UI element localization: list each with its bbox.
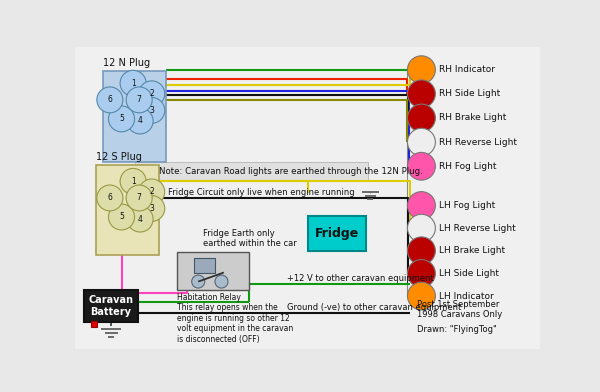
Ellipse shape [407,80,436,108]
Text: 2: 2 [149,187,154,196]
Text: 6: 6 [107,95,112,104]
Text: LH Brake Light: LH Brake Light [439,246,505,255]
Ellipse shape [127,108,153,134]
Text: 12 S Plug: 12 S Plug [96,152,142,162]
Text: Fridge Circuit only live when engine running: Fridge Circuit only live when engine run… [168,188,355,197]
Ellipse shape [407,260,436,287]
Text: 6: 6 [107,194,112,202]
Ellipse shape [126,185,152,211]
FancyBboxPatch shape [136,162,368,181]
Ellipse shape [407,56,436,83]
Text: Drawn: "FlyingTog": Drawn: "FlyingTog" [417,325,497,334]
Text: 7: 7 [137,95,142,104]
Text: Ground (-ve) to other caravan equipment: Ground (-ve) to other caravan equipment [287,303,461,312]
Text: Fridge Earth only
earthed within the car: Fridge Earth only earthed within the car [203,229,296,249]
Ellipse shape [120,169,146,194]
Ellipse shape [127,206,153,232]
FancyBboxPatch shape [194,258,215,274]
Text: RH Reverse Light: RH Reverse Light [439,138,517,147]
Ellipse shape [139,179,165,205]
Text: 2: 2 [149,89,154,98]
Text: RH Fog Light: RH Fog Light [439,162,497,171]
Ellipse shape [407,192,436,220]
Text: 5: 5 [119,114,124,123]
Text: LH Indicator: LH Indicator [439,292,494,301]
Text: RH Indicator: RH Indicator [439,65,495,74]
Text: 5: 5 [119,212,124,221]
Ellipse shape [139,81,165,107]
FancyBboxPatch shape [75,47,540,349]
Text: 7: 7 [137,194,142,202]
Text: LH Side Light: LH Side Light [439,269,499,278]
Text: 1: 1 [131,79,136,88]
Ellipse shape [139,196,165,221]
Ellipse shape [407,214,436,242]
Text: RH Side Light: RH Side Light [439,89,500,98]
Text: 4: 4 [137,116,143,125]
Ellipse shape [192,275,205,288]
Text: 1: 1 [131,177,136,186]
FancyBboxPatch shape [178,252,250,290]
Ellipse shape [126,87,152,113]
Ellipse shape [139,98,165,123]
Ellipse shape [407,282,436,310]
Ellipse shape [215,275,228,288]
Text: LH Reverse Light: LH Reverse Light [439,224,516,232]
Text: RH Brake Light: RH Brake Light [439,113,506,122]
Text: 3: 3 [149,106,154,115]
Ellipse shape [407,237,436,265]
Ellipse shape [97,185,123,211]
Ellipse shape [120,70,146,96]
Text: Post 1st September
1998 Caravans Only: Post 1st September 1998 Caravans Only [417,300,502,319]
Ellipse shape [407,128,436,156]
Text: Caravan
Battery: Caravan Battery [89,295,134,317]
Ellipse shape [109,106,134,132]
FancyBboxPatch shape [103,71,166,162]
Ellipse shape [109,204,134,230]
Text: +12 V to other caravan equipment: +12 V to other caravan equipment [287,274,433,283]
Text: LH Fog Light: LH Fog Light [439,201,496,210]
Ellipse shape [407,152,436,180]
Text: Fridge: Fridge [314,227,359,240]
Text: 4: 4 [137,214,143,223]
Text: Note: Caravan Road lights are earthed through the 12N Plug.: Note: Caravan Road lights are earthed th… [158,167,422,176]
FancyBboxPatch shape [84,290,138,322]
Text: 12 N Plug: 12 N Plug [103,58,150,68]
Ellipse shape [97,87,123,113]
Text: Habitation Relay
This relay opens when the
engine is running so other 12
volt eq: Habitation Relay This relay opens when t… [178,293,293,344]
Text: 3: 3 [149,204,154,213]
FancyBboxPatch shape [91,321,97,327]
FancyBboxPatch shape [96,165,158,255]
FancyBboxPatch shape [308,216,365,251]
Ellipse shape [407,104,436,132]
